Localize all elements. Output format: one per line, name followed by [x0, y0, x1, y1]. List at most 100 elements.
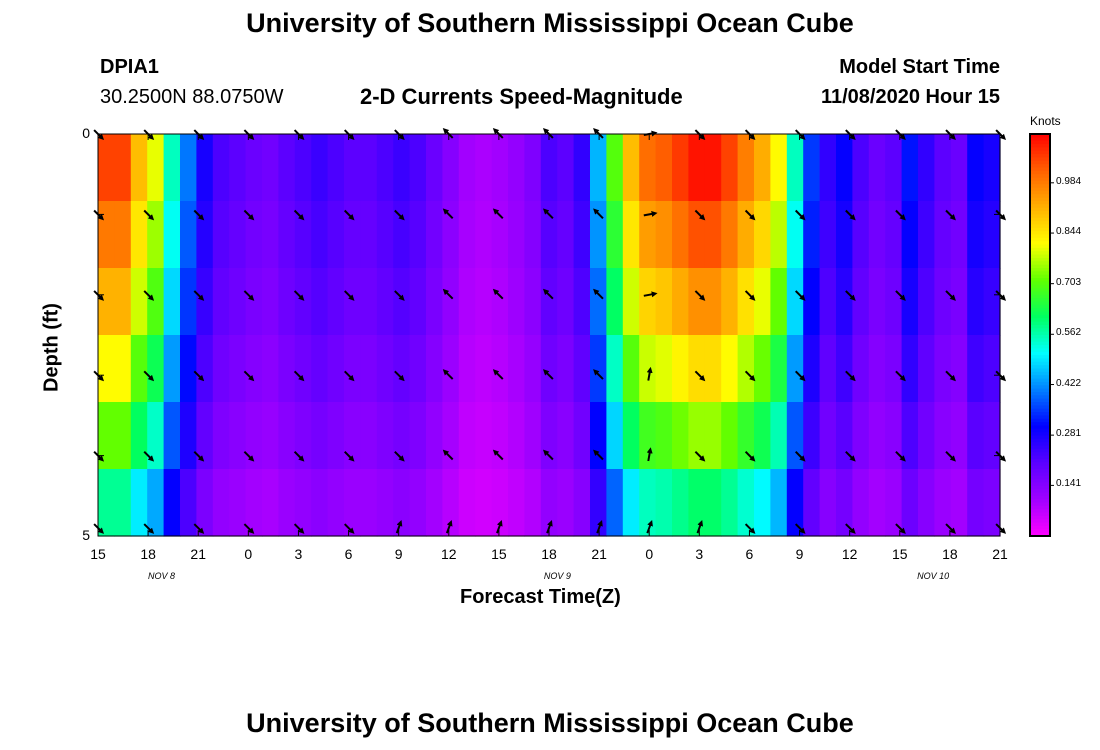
y-axis-ticks	[98, 133, 1000, 537]
colorbar-unit: Knots	[1030, 114, 1061, 128]
heatmap-cell	[590, 268, 607, 336]
heatmap-cell	[491, 335, 509, 403]
current-arrow	[895, 370, 906, 382]
colorbar-swatch	[1030, 502, 1050, 507]
heatmap-cell	[672, 335, 689, 403]
heatmap-cell	[983, 268, 1001, 336]
heatmap-cell	[344, 335, 361, 403]
heatmap-cell	[967, 335, 985, 403]
x-tick-label: 21	[591, 546, 607, 562]
colorbar-swatch	[1030, 499, 1050, 503]
current-arrow	[394, 209, 405, 221]
heatmap-cell	[458, 335, 476, 403]
heatmap-cell	[901, 335, 919, 403]
heatmap-cell	[229, 402, 247, 470]
heatmap-cell	[786, 268, 804, 336]
heatmap-cell	[786, 335, 804, 403]
heatmap-cell	[655, 201, 673, 269]
heatmap-cell	[901, 469, 919, 537]
heatmap-cell	[754, 201, 771, 269]
colorbar-swatch	[1030, 177, 1050, 182]
current-arrow	[744, 450, 756, 462]
heatmap-cell	[704, 335, 722, 403]
colorbar-swatch	[1030, 214, 1050, 219]
x-tick-label: 15	[90, 546, 106, 562]
heatmap-cell	[163, 201, 181, 269]
colorbar-swatch	[1030, 469, 1050, 473]
colorbar-swatch	[1030, 479, 1050, 483]
heatmap-cell	[278, 335, 296, 403]
y-axis-label: Depth (ft)	[40, 303, 63, 392]
heatmap-cell	[672, 201, 689, 269]
heatmap-cell	[212, 335, 230, 403]
heatmap-cell	[885, 469, 903, 537]
heatmap-cell	[836, 335, 853, 403]
colorbar-swatch	[1030, 318, 1050, 323]
current-arrow	[694, 450, 706, 462]
current-arrow	[845, 290, 856, 301]
heatmap-cell	[180, 134, 197, 202]
heatmap-cell	[770, 201, 788, 269]
current-arrow	[646, 447, 653, 462]
current-arrow	[542, 288, 554, 300]
heatmap-cell	[344, 469, 361, 537]
heatmap-cells	[98, 134, 1001, 537]
heatmap-cell	[130, 402, 148, 470]
current-arrow	[395, 519, 403, 534]
heatmap-cell	[803, 402, 821, 470]
heatmap-cell	[262, 268, 279, 336]
x-tick-label: 15	[491, 546, 507, 562]
heatmap-cell	[360, 134, 378, 202]
heatmap-cell	[311, 469, 329, 537]
heatmap-cell	[475, 402, 493, 470]
current-arrow	[193, 450, 205, 462]
heatmap-cell	[688, 134, 706, 202]
heatmap-cell	[327, 201, 345, 269]
heatmap-cell	[212, 469, 230, 537]
colorbar-swatch	[1030, 458, 1050, 463]
colorbar-swatch	[1030, 408, 1050, 413]
heatmap-cell	[114, 201, 132, 269]
colorbar-swatch	[1030, 415, 1050, 420]
heatmap-cell	[212, 402, 230, 470]
heatmap-cell	[868, 201, 886, 269]
heatmap-cell	[557, 134, 575, 202]
x-tick-label: 0	[244, 546, 253, 562]
heatmap-cell	[147, 268, 165, 336]
current-arrow	[546, 519, 553, 534]
colorbar-tick-label: 0.703	[1056, 276, 1082, 288]
colorbar-swatch	[1030, 371, 1050, 376]
heatmap-cell	[147, 134, 165, 202]
heatmap-cell	[622, 134, 640, 202]
colorbar	[1029, 133, 1054, 537]
heatmap-cell	[327, 402, 345, 470]
heatmap-cell	[294, 402, 312, 470]
heatmap-cell	[655, 335, 673, 403]
heatmap-cell	[852, 469, 870, 537]
heatmap-cell	[737, 402, 755, 470]
colorbar-swatch	[1030, 194, 1050, 199]
heatmap-cell	[524, 335, 542, 403]
colorbar-swatch	[1030, 381, 1050, 386]
heatmap-cell	[770, 134, 788, 202]
current-arrow	[293, 450, 305, 462]
heatmap-cell	[196, 469, 214, 537]
heatmap-cell	[130, 335, 148, 403]
heatmap-cell	[262, 134, 279, 202]
heatmap-cell	[508, 335, 525, 403]
heatmap-cell	[114, 268, 132, 336]
heatmap-cell	[885, 268, 903, 336]
heatmap-cell	[311, 201, 329, 269]
heatmap-cell	[868, 469, 886, 537]
heatmap-cell	[393, 335, 411, 403]
current-arrow	[243, 209, 255, 221]
heatmap-cell	[327, 469, 345, 537]
heatmap-cell	[754, 134, 771, 202]
current-arrow	[394, 450, 405, 462]
colorbar-swatch	[1030, 251, 1050, 256]
heatmap-cell	[934, 134, 952, 202]
heatmap-cell	[393, 268, 411, 336]
current-arrow	[542, 369, 554, 380]
heatmap-cell	[458, 201, 476, 269]
heatmap-cell	[245, 335, 263, 403]
